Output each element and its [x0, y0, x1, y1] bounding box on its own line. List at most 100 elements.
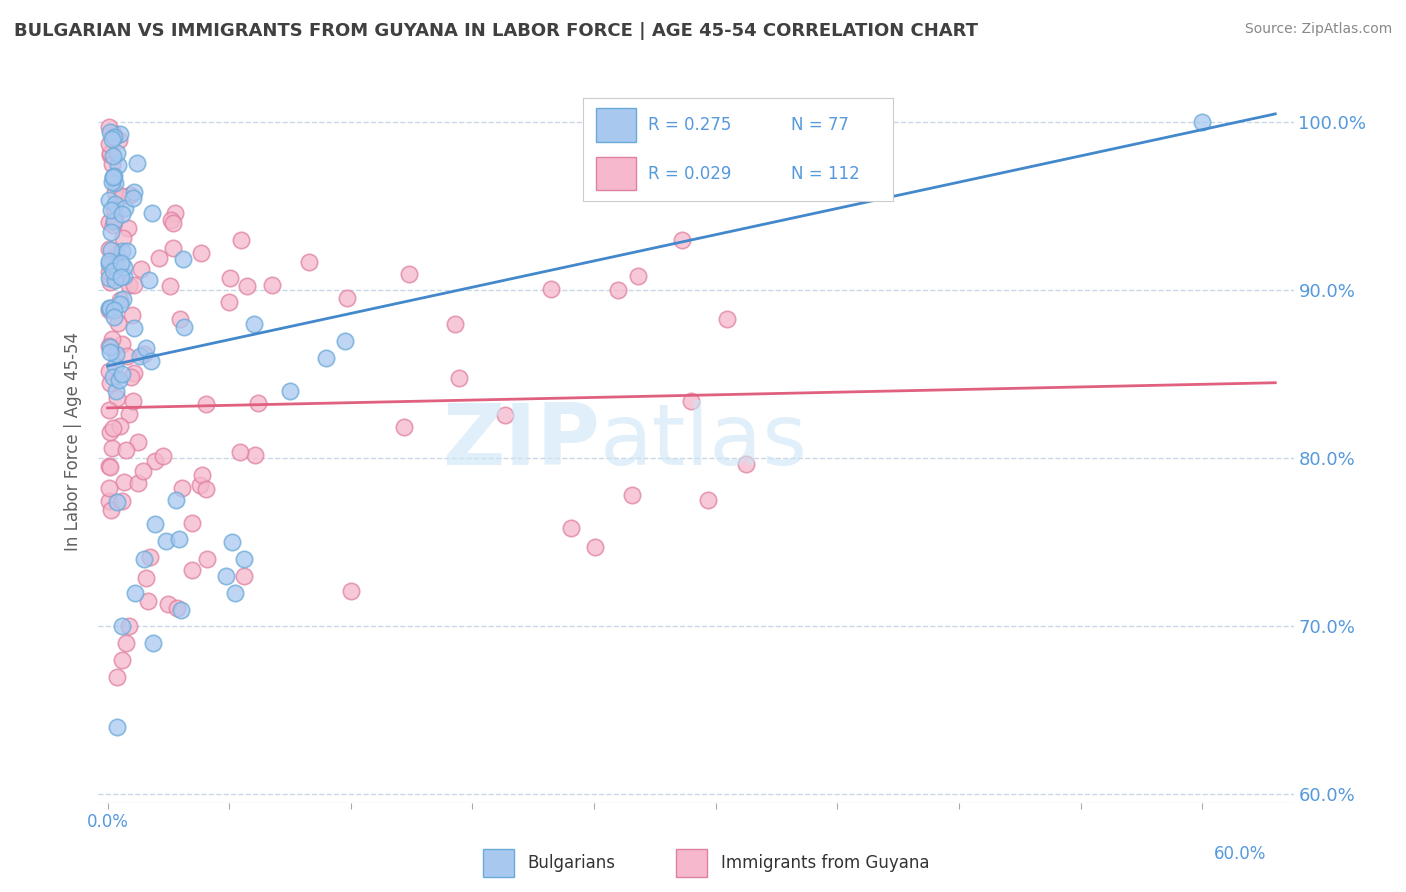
Point	[135, 341, 157, 355]
Point	[117, 407, 139, 421]
Point	[127, 476, 149, 491]
Point	[98, 148, 121, 162]
Point	[122, 191, 145, 205]
Point	[98, 136, 121, 151]
Point	[671, 233, 693, 247]
Point	[297, 254, 319, 268]
Point	[100, 175, 122, 189]
Point	[98, 215, 121, 229]
Point	[104, 197, 127, 211]
Point	[188, 477, 211, 491]
Point	[1191, 115, 1213, 129]
Point	[103, 218, 125, 232]
Point	[98, 376, 121, 390]
Point	[100, 202, 122, 217]
Point	[315, 351, 337, 365]
Text: 60.0%: 60.0%	[1213, 845, 1267, 863]
Point	[716, 312, 738, 326]
Point	[143, 517, 166, 532]
Point	[103, 421, 125, 435]
Point	[560, 521, 582, 535]
Point	[260, 278, 283, 293]
Y-axis label: In Labor Force | Age 45-54: In Labor Force | Age 45-54	[65, 332, 83, 551]
Point	[195, 397, 218, 411]
Point	[219, 271, 242, 285]
Text: Source: ZipAtlas.com: Source: ZipAtlas.com	[1244, 22, 1392, 37]
Point	[98, 257, 121, 271]
Point	[124, 366, 146, 380]
Bar	[596, 157, 636, 190]
Point	[108, 419, 131, 434]
Point	[111, 653, 134, 667]
Point	[132, 552, 155, 566]
Point	[621, 488, 644, 502]
Point	[443, 317, 465, 331]
Point	[98, 265, 121, 279]
Point	[336, 291, 359, 305]
Point	[105, 260, 128, 274]
Point	[108, 297, 131, 311]
Point	[105, 145, 128, 160]
Point	[98, 253, 121, 268]
Point	[190, 467, 212, 482]
Point	[103, 169, 125, 184]
Point	[111, 292, 134, 306]
Point	[169, 602, 191, 616]
Point	[98, 302, 121, 317]
Point	[98, 125, 121, 139]
Point	[136, 594, 159, 608]
Point	[607, 283, 630, 297]
Point	[131, 464, 153, 478]
Point	[172, 252, 194, 266]
Point	[101, 131, 124, 145]
Point	[105, 391, 128, 405]
Point	[218, 295, 240, 310]
Point	[679, 393, 702, 408]
Point	[112, 260, 135, 275]
Point	[103, 310, 125, 324]
Point	[111, 494, 134, 508]
Point	[98, 459, 121, 474]
Point	[155, 534, 177, 549]
Point	[105, 384, 128, 398]
Point	[101, 149, 124, 163]
Point	[215, 569, 238, 583]
Point	[110, 336, 132, 351]
Point	[104, 185, 127, 199]
Point	[112, 269, 135, 284]
Point	[127, 435, 149, 450]
Point	[111, 189, 134, 203]
Point	[104, 359, 127, 374]
Point	[110, 270, 132, 285]
Point	[233, 569, 256, 583]
Point	[243, 448, 266, 462]
Point	[449, 370, 471, 384]
Point	[190, 246, 212, 260]
Point	[100, 441, 122, 455]
Point	[169, 311, 191, 326]
Point	[125, 156, 148, 170]
Point	[98, 482, 121, 496]
Point	[339, 583, 361, 598]
Bar	[676, 849, 707, 877]
Point	[540, 282, 562, 296]
Point	[122, 321, 145, 335]
Point	[110, 256, 132, 270]
Point	[583, 541, 606, 555]
Point	[181, 563, 204, 577]
Point	[101, 369, 124, 384]
Point	[103, 202, 125, 216]
Point	[107, 316, 129, 330]
Point	[117, 244, 139, 258]
Point	[118, 619, 141, 633]
Point	[100, 332, 122, 346]
Point	[108, 373, 131, 387]
Point	[101, 263, 124, 277]
Point	[112, 475, 135, 490]
Point	[98, 275, 121, 289]
Point	[157, 597, 180, 611]
Text: N = 77: N = 77	[790, 116, 849, 135]
Point	[98, 344, 121, 359]
Point	[132, 347, 155, 361]
Point	[124, 586, 146, 600]
